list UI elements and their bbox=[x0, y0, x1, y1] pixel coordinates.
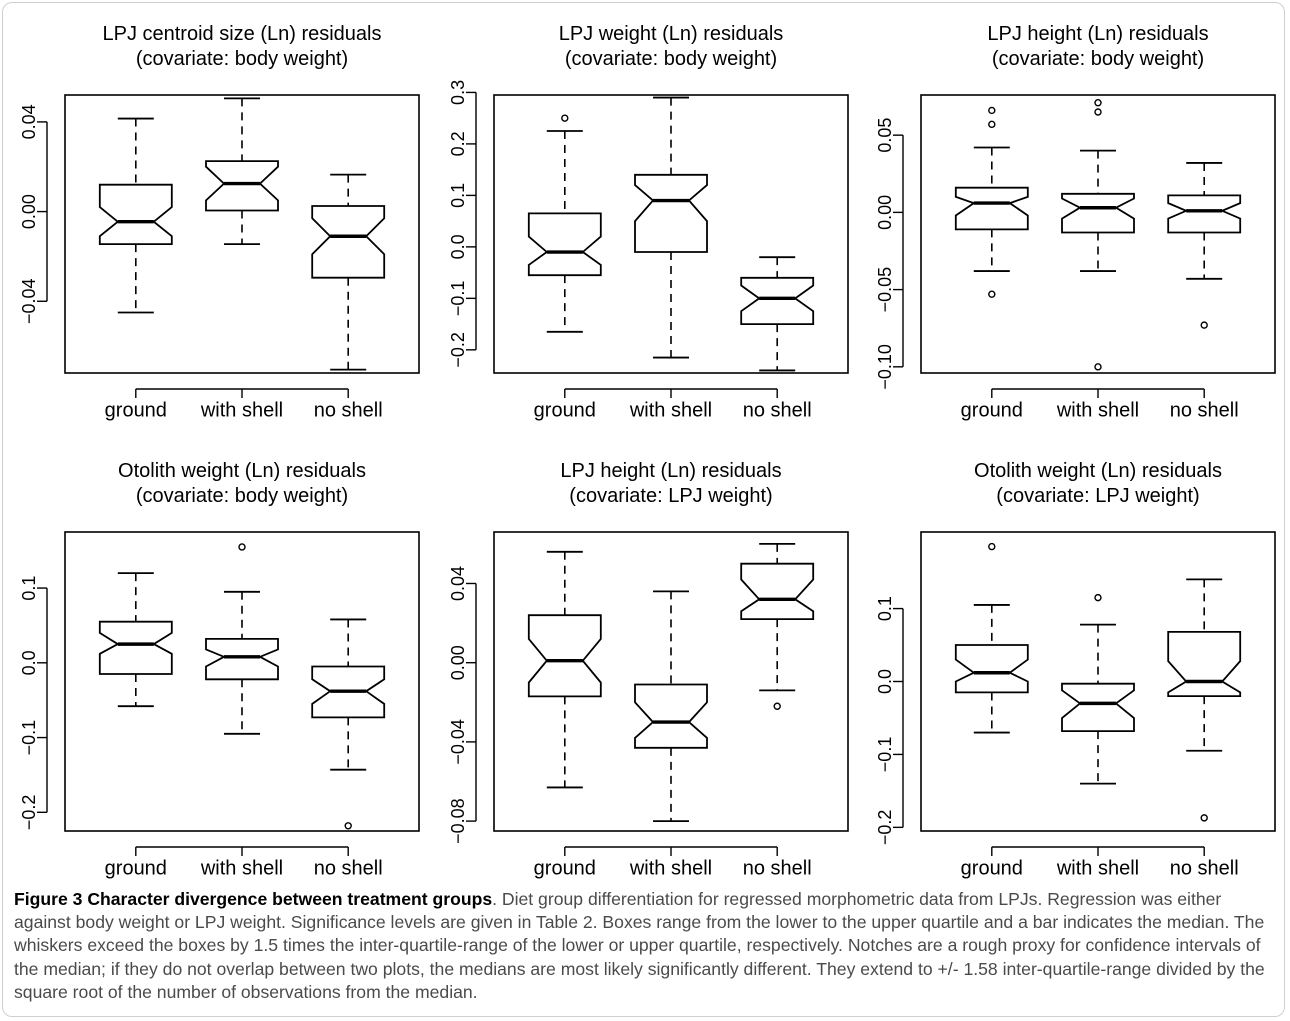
y-tick-label: 0.1 bbox=[19, 576, 39, 601]
x-tick-label: with shell bbox=[629, 400, 712, 422]
caption-label: Figure 3 Character divergence between tr… bbox=[14, 889, 493, 909]
y-tick-label: 0.0 bbox=[19, 650, 39, 675]
panel-subtitle: (covariate: body weight) bbox=[992, 48, 1204, 70]
panel-title: Otolith weight (Ln) residuals bbox=[118, 460, 366, 482]
x-tick-label: ground bbox=[534, 858, 596, 880]
outlier-point bbox=[344, 822, 352, 830]
boxplot-panels: LPJ centroid size (Ln) residuals (covaria… bbox=[19, 23, 1276, 880]
notched-box bbox=[205, 638, 279, 681]
caption-text: . Diet group differentiation for regress… bbox=[14, 889, 1265, 1002]
y-tick-label: 0.00 bbox=[19, 194, 39, 229]
panel-title: LPJ height (Ln) residuals bbox=[987, 23, 1208, 45]
y-tick-label: −0.05 bbox=[875, 267, 895, 313]
x-tick-label: with shell bbox=[200, 858, 283, 880]
y-tick-label: 0.2 bbox=[448, 131, 468, 156]
y-tick-label: 0.1 bbox=[448, 183, 468, 208]
y-tick-label: 0.00 bbox=[875, 195, 895, 230]
panel-subtitle: (covariate: body weight) bbox=[565, 48, 777, 70]
notched-box bbox=[1167, 631, 1242, 697]
notched-box bbox=[527, 614, 602, 698]
notched-box bbox=[1061, 682, 1135, 732]
panel-subtitle: (covariate: body weight) bbox=[136, 48, 348, 70]
y-tick-label: 0.0 bbox=[448, 234, 468, 259]
x-tick-label: no shell bbox=[314, 400, 383, 422]
x-tick-label: ground bbox=[105, 858, 167, 880]
notched-box bbox=[98, 183, 173, 246]
notched-box bbox=[1061, 192, 1135, 234]
panel-title: LPJ height (Ln) residuals bbox=[560, 460, 781, 482]
notched-box bbox=[740, 562, 815, 620]
outlier-point bbox=[1200, 814, 1208, 822]
x-tick-label: with shell bbox=[1056, 858, 1139, 880]
outlier-point bbox=[561, 114, 569, 122]
notched-box bbox=[954, 186, 1029, 231]
y-tick-label: −0.04 bbox=[448, 719, 468, 765]
panel-subtitle: (covariate: body weight) bbox=[136, 485, 348, 507]
y-tick-label: 0.04 bbox=[19, 104, 39, 139]
x-tick-label: with shell bbox=[1056, 400, 1139, 422]
y-tick-label: 0.05 bbox=[875, 118, 895, 153]
notched-box bbox=[634, 173, 708, 253]
panel-title: LPJ weight (Ln) residuals bbox=[559, 23, 784, 45]
plot-frame bbox=[493, 94, 849, 374]
notched-box bbox=[527, 212, 602, 277]
outlier-point bbox=[773, 702, 781, 710]
panel-title: LPJ centroid size (Ln) residuals bbox=[102, 23, 381, 45]
y-tick-label: −0.2 bbox=[875, 810, 895, 846]
panel-subtitle: (covariate: LPJ weight) bbox=[569, 485, 772, 507]
y-tick-label: −0.10 bbox=[875, 344, 895, 390]
outlier-point bbox=[1094, 363, 1102, 371]
notched-box bbox=[634, 683, 708, 749]
outlier-point bbox=[988, 542, 996, 551]
notched-box bbox=[740, 276, 815, 326]
x-tick-label: no shell bbox=[1170, 858, 1239, 880]
y-tick-label: −0.1 bbox=[875, 737, 895, 773]
plot-frame bbox=[64, 531, 420, 832]
outlier-point bbox=[1094, 99, 1102, 107]
notched-box bbox=[1167, 194, 1242, 234]
outlier-point bbox=[988, 290, 996, 298]
notched-box bbox=[311, 205, 386, 279]
plot-frame bbox=[920, 531, 1276, 832]
outlier-point bbox=[1200, 321, 1208, 329]
y-tick-label: −0.2 bbox=[448, 332, 468, 368]
y-tick-label: −0.1 bbox=[448, 281, 468, 317]
notched-box bbox=[98, 620, 173, 675]
y-tick-label: −0.2 bbox=[19, 795, 39, 831]
y-tick-label: −0.04 bbox=[19, 278, 39, 324]
plot-frame bbox=[920, 94, 1276, 374]
panel-title: Otolith weight (Ln) residuals bbox=[974, 460, 1222, 482]
plot-frame bbox=[493, 531, 849, 832]
outlier-point bbox=[1094, 593, 1102, 602]
y-tick-label: 0.04 bbox=[448, 566, 468, 601]
x-tick-label: ground bbox=[961, 400, 1023, 422]
y-tick-label: −0.08 bbox=[448, 798, 468, 844]
panel-subtitle: (covariate: LPJ weight) bbox=[996, 485, 1199, 507]
y-tick-label: −0.1 bbox=[19, 720, 39, 756]
outlier-point bbox=[988, 120, 996, 129]
y-tick-label: 0.0 bbox=[875, 669, 895, 694]
x-tick-label: ground bbox=[961, 858, 1023, 880]
outlier-point bbox=[988, 106, 996, 115]
y-tick-label: 0.3 bbox=[448, 80, 468, 105]
x-tick-label: with shell bbox=[629, 858, 712, 880]
notched-box bbox=[954, 644, 1029, 694]
x-tick-label: no shell bbox=[1170, 400, 1239, 422]
notched-box bbox=[205, 160, 279, 212]
outlier-point bbox=[238, 543, 246, 551]
x-tick-label: no shell bbox=[314, 858, 383, 880]
plot-frame bbox=[64, 94, 420, 374]
y-tick-label: 0.00 bbox=[448, 645, 468, 680]
figure-caption: Figure 3 Character divergence between tr… bbox=[14, 888, 1276, 1004]
x-tick-label: with shell bbox=[200, 400, 283, 422]
outlier-point bbox=[1094, 108, 1102, 116]
x-tick-label: ground bbox=[534, 400, 596, 422]
y-tick-label: 0.1 bbox=[875, 596, 895, 621]
x-tick-label: no shell bbox=[743, 858, 812, 880]
x-tick-label: ground bbox=[105, 400, 167, 422]
x-tick-label: no shell bbox=[743, 400, 812, 422]
